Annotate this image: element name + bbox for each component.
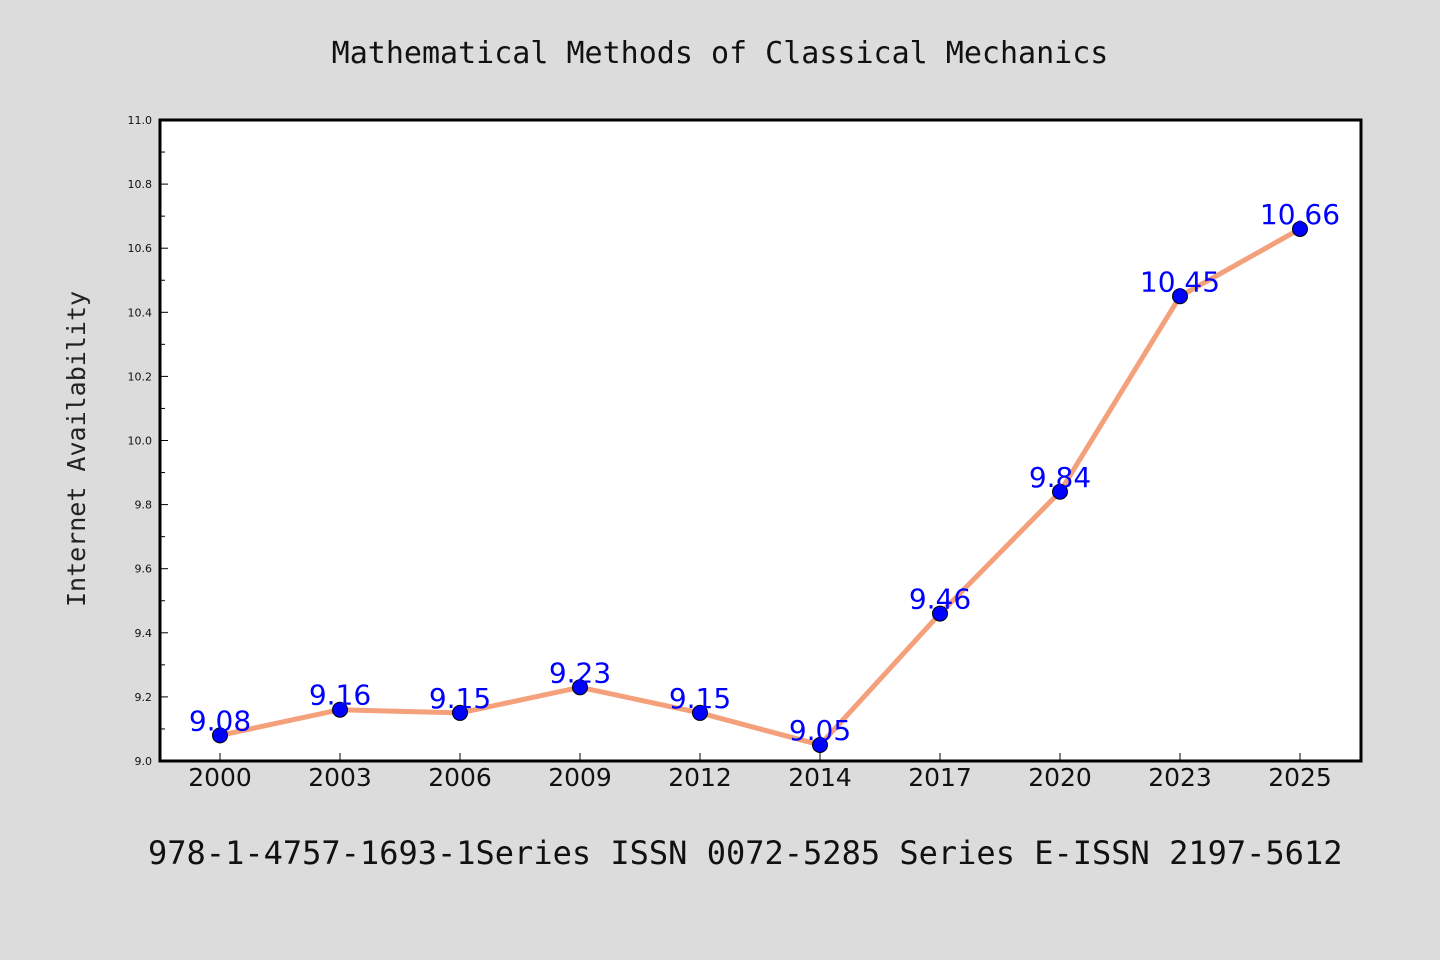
x-tick-label: 2009 — [548, 763, 612, 792]
data-label: 9.05 — [789, 714, 851, 747]
data-point-marker — [212, 727, 228, 744]
data-label: 9.23 — [549, 656, 611, 689]
data-point-marker — [1172, 288, 1188, 305]
y-tick-label: 10.8 — [128, 178, 153, 191]
plot-area — [158, 118, 1363, 763]
data-label: 9.15 — [429, 682, 491, 715]
data-label: 9.08 — [189, 704, 251, 737]
data-point-marker — [1052, 483, 1068, 500]
x-tick-label: 2003 — [308, 763, 372, 792]
data-point-marker — [452, 704, 468, 721]
data-label: 9.15 — [669, 682, 731, 715]
x-tick-label: 2000 — [188, 763, 252, 792]
y-axis-label: Internet Availability — [62, 291, 91, 607]
footer-isbn-text: 978-1-4757-1693-1Series ISSN 0072-5285 S… — [148, 834, 1342, 872]
data-point-marker — [332, 701, 348, 718]
data-label: 9.84 — [1029, 461, 1091, 494]
data-label: 10.66 — [1260, 198, 1340, 231]
x-tick-label: 2017 — [908, 763, 972, 792]
x-tick-label: 2020 — [1028, 763, 1092, 792]
x-tick-label: 2006 — [428, 763, 492, 792]
x-tick-label: 2012 — [668, 763, 732, 792]
y-tick-label: 10.6 — [128, 242, 153, 255]
data-markers — [212, 220, 1308, 753]
y-tick-label: 9.6 — [135, 563, 153, 576]
data-point-marker — [1292, 220, 1308, 237]
y-tick-label: 9.4 — [135, 627, 153, 640]
x-tick-label: 2025 — [1268, 763, 1332, 792]
chart-title: Mathematical Methods of Classical Mechan… — [332, 36, 1109, 71]
data-label: 10.45 — [1140, 265, 1220, 298]
y-axis-ticks: 9.0 9.2 9.4 9.6 9.8 10.0 10.2 10.4 10.6 10.8 11.0 — [128, 114, 168, 768]
y-tick-label: 10.2 — [128, 370, 153, 383]
y-tick-label: 9.8 — [135, 499, 153, 512]
data-labels: 9.08 9.16 9.15 9.23 9.15 9.05 9.46 9.84 10.45 10.… — [189, 198, 1340, 747]
y-tick-label: 9.2 — [135, 691, 153, 704]
data-point-marker — [932, 605, 948, 622]
data-point-marker — [692, 704, 708, 721]
series-line — [219, 226, 1302, 748]
series-line-group — [219, 226, 1302, 748]
data-label: 9.46 — [909, 583, 971, 616]
y-tick-label: 10.4 — [128, 306, 153, 319]
x-tick-label: 2014 — [788, 763, 852, 792]
x-axis-ticks: 2000 2003 2006 2009 2012 2014 2017 2020 2023 2025 — [188, 753, 1332, 792]
x-tick-label: 2023 — [1148, 763, 1212, 792]
y-tick-label: 10.0 — [128, 435, 153, 448]
y-tick-label: 11.0 — [128, 114, 153, 127]
data-point-marker — [572, 679, 588, 696]
y-tick-label: 9.0 — [135, 755, 153, 768]
data-point-marker — [812, 736, 828, 753]
data-label: 9.16 — [309, 679, 371, 712]
